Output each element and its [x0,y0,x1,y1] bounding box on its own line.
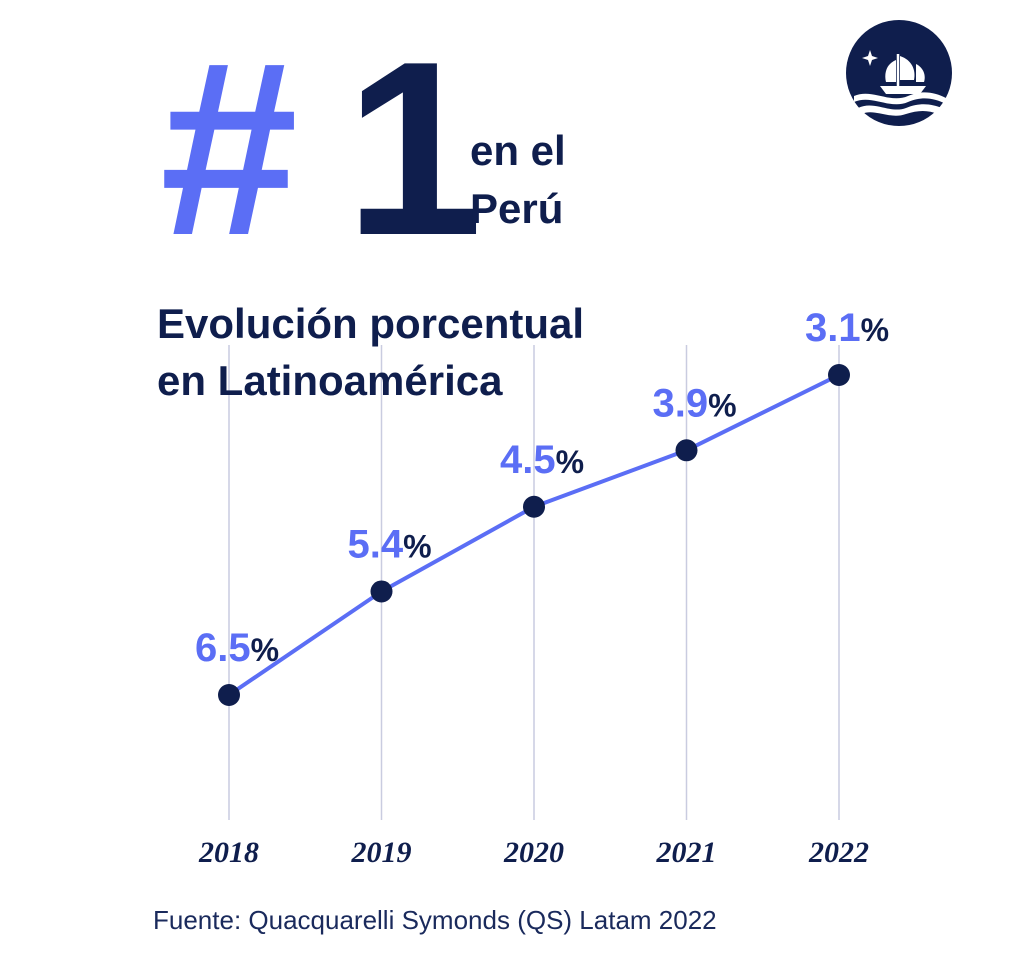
data-point-2022 [828,364,850,386]
data-label-2018: 6.5% [195,626,279,670]
data-point-2020 [523,495,545,518]
chart-title-line2: en Latinoamérica [157,357,503,404]
data-point-2018 [218,684,240,706]
data-label-2022: 3.1% [805,306,889,350]
rank-caption-line2: Perú [470,185,564,232]
data-label-2021: 3.9% [653,381,737,425]
x-tick-2022: 2022 [808,836,869,869]
x-tick-2019: 2019 [351,836,412,869]
hash-symbol: # [160,9,298,287]
rank-number: 1 [345,9,483,287]
x-tick-2021: 2021 [656,836,717,869]
source-note: Fuente: Quacquarelli Symonds (QS) Latam … [153,905,717,935]
data-label-2019: 5.4% [348,522,432,566]
data-label-2020: 4.5% [500,438,584,482]
data-point-2021 [675,439,698,462]
chart-title-line1: Evolución porcentual [157,300,585,347]
x-tick-2020: 2020 [503,836,564,869]
ship-logo-icon [846,20,952,126]
x-tick-2018: 2018 [198,836,259,869]
rank-caption-line1: en el [470,127,566,174]
data-point-2019 [370,580,393,603]
